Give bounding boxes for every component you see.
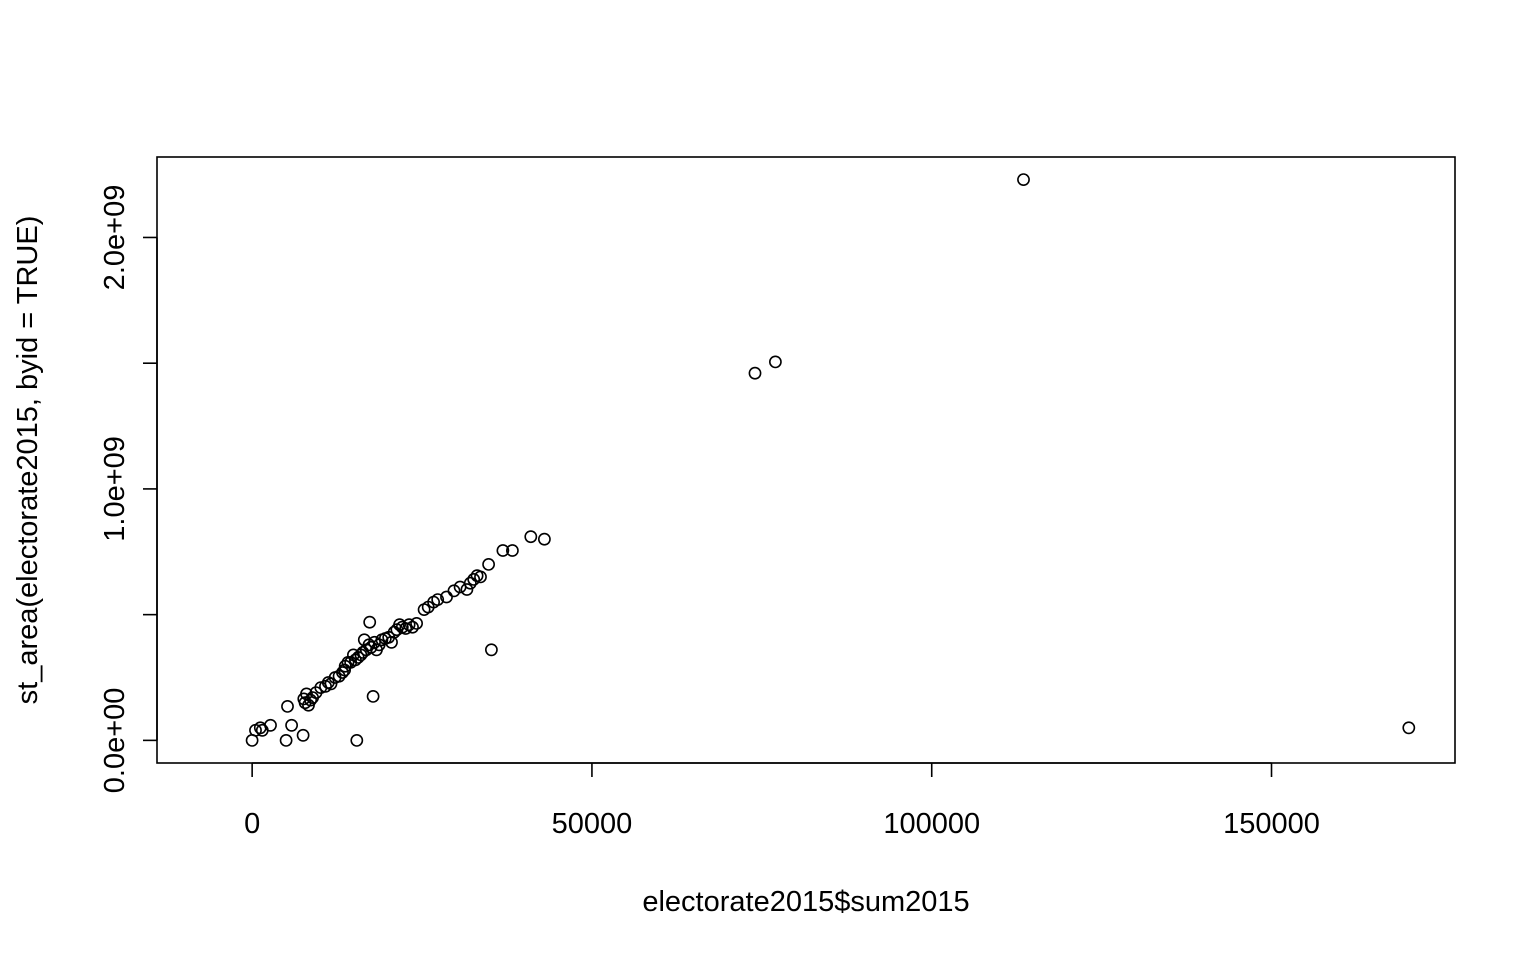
data-point-37 [363, 615, 377, 629]
data-point-30 [350, 734, 364, 747]
data-point-73 [748, 366, 762, 380]
data-point-39 [366, 690, 380, 703]
data-point-59 [440, 590, 453, 604]
data-point-64 [467, 573, 481, 586]
data-point-7 [281, 700, 294, 713]
data-points [245, 173, 1416, 747]
data-point-62 [460, 583, 474, 596]
data-point-63 [463, 576, 477, 590]
data-point-8 [285, 718, 298, 732]
data-point-70 [506, 544, 519, 557]
data-point-72 [538, 532, 551, 546]
data-point-76 [1402, 721, 1416, 735]
data-point-5 [264, 718, 277, 732]
x-axis: 0 50000 100000 150000 [244, 762, 1320, 840]
data-point-58 [431, 593, 445, 606]
data-point-4 [255, 723, 269, 737]
data-point-66 [474, 570, 487, 584]
x-axis-label: electorate2015$sum2015 [642, 886, 969, 918]
data-point-6 [279, 734, 293, 747]
y-tick-label-3: 2.0e+09 [99, 185, 131, 291]
x-tick-label-2: 50000 [552, 808, 633, 840]
data-point-71 [524, 530, 538, 544]
x-tick-label-3: 100000 [883, 808, 980, 840]
x-tick-label-4: 150000 [1223, 808, 1320, 840]
y-axis-label: st_area(electorate2015, byid = TRUE) [12, 216, 44, 705]
data-point-9 [296, 728, 310, 742]
data-point-67 [482, 558, 495, 571]
y-tick-label-1: 0.0e+00 [99, 688, 131, 794]
data-point-69 [496, 544, 510, 557]
data-point-51 [399, 622, 413, 635]
data-point-23 [336, 666, 349, 679]
data-point-53 [406, 620, 419, 634]
y-axis: 0.0e+00 1.0e+09 2.0e+09 [99, 185, 158, 794]
data-point-75 [1017, 173, 1030, 186]
y-tick-label-2: 1.0e+09 [99, 436, 131, 542]
data-point-52 [402, 618, 416, 632]
x-tick-label-1: 0 [244, 808, 260, 840]
data-point-20 [324, 677, 338, 691]
plot-frame [156, 156, 1456, 764]
data-point-68 [484, 643, 498, 657]
data-point-74 [769, 355, 782, 369]
data-point-54 [410, 617, 423, 630]
